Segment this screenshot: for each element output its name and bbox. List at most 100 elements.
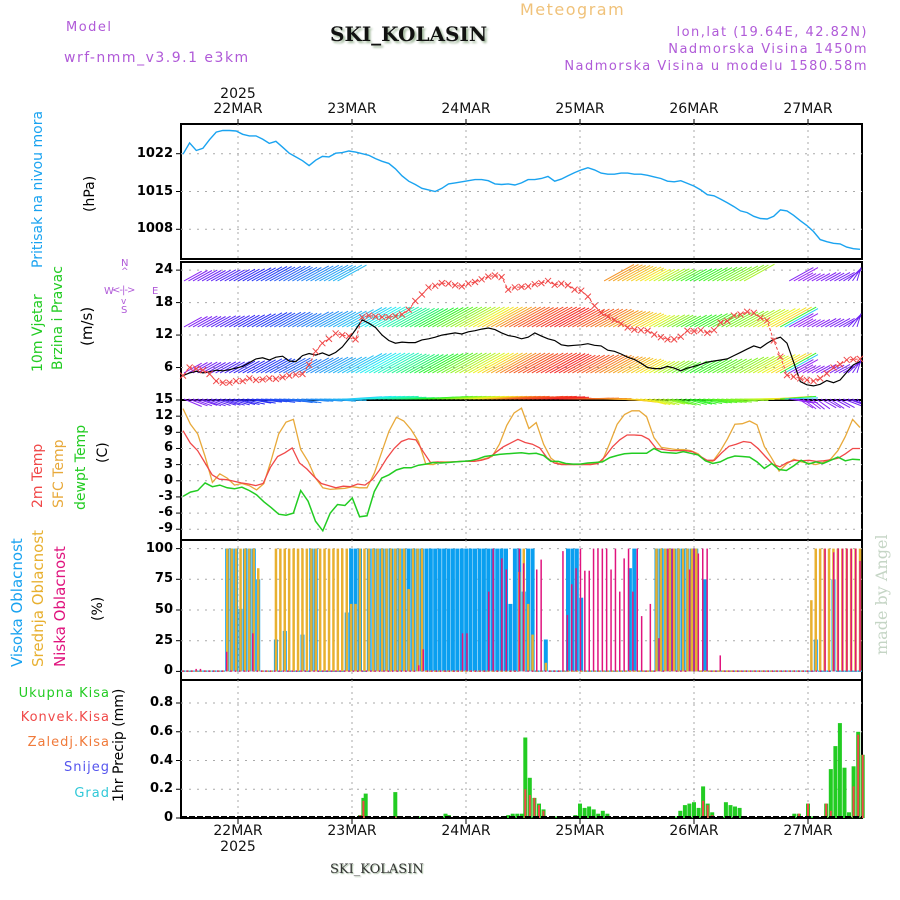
wind-arrow (269, 312, 296, 328)
wind-arrow (712, 398, 738, 404)
mid-cloud-bar (814, 548, 817, 672)
wind-gust-marker (677, 333, 685, 341)
wind-arrow (201, 398, 222, 407)
wind-arrow (269, 398, 296, 403)
mid-cloud-bar (726, 670, 729, 672)
temperature-tick-label: 15 (154, 392, 173, 407)
wind-arrow (721, 266, 747, 282)
wind-arrow (599, 308, 632, 328)
wind-arrow (847, 267, 862, 282)
wind-arrow (472, 352, 510, 374)
wind-gust-marker (451, 281, 459, 289)
wind-gust-marker (830, 364, 837, 371)
wind-gust-marker (584, 293, 592, 300)
wind-arrow (463, 306, 501, 328)
wind-arrow (676, 398, 697, 406)
convective-rain-bar (528, 795, 531, 818)
low-cloud-bar (562, 551, 564, 672)
temperature-tick-label: 12 (154, 408, 173, 424)
wind-gust-marker (591, 302, 598, 310)
high-cloud-bar (543, 639, 548, 672)
mid-cloud-bar (234, 548, 238, 672)
low-cloud-bar (737, 670, 739, 672)
low-cloud-bar (383, 670, 385, 672)
wind-arrow (251, 267, 276, 282)
lonlat-label: lon,lat (19.64E, 42.82N) (676, 25, 868, 40)
wind-arrow (256, 398, 283, 403)
wind-arrow (292, 266, 318, 282)
top-date-label: 22MAR (213, 101, 263, 117)
total-rain-bar (506, 815, 511, 818)
wind-arrow (210, 315, 231, 328)
low-cloud-bar (474, 670, 477, 672)
wind-arrow (423, 307, 459, 328)
wind-arrow (278, 357, 306, 374)
wind-arrow (658, 268, 680, 282)
low-cloud-bar (667, 548, 669, 672)
wind-gust-marker (279, 373, 286, 381)
wind-arrow (545, 353, 581, 374)
precip-tick-label: 0.2 (149, 781, 173, 797)
mid-cloud-bar (292, 548, 295, 672)
wind-arrow (350, 353, 387, 374)
wind-arrow (314, 311, 343, 328)
legend-freezing-rain: Zaledj.Kisa (27, 735, 110, 750)
mid-cloud-bar (257, 568, 260, 672)
low-cloud-bar (588, 570, 590, 672)
low-cloud-bar (846, 548, 848, 672)
wind-arrow (305, 265, 334, 282)
mid-cloud-bar (712, 670, 716, 672)
wind-arrow (689, 360, 713, 374)
mid-cloud-bar (597, 670, 601, 672)
wind-arrow (635, 312, 662, 328)
mid-cloud-bar (345, 548, 348, 672)
compass-icon: N ^ W <-|-> E v S (104, 258, 164, 328)
wind-arrow (459, 352, 496, 374)
wind-arrow (761, 354, 796, 374)
low-cloud-bar (274, 670, 276, 672)
wind-arrow (802, 319, 817, 328)
low-cloud-bar (553, 670, 555, 672)
wind-arrow (621, 265, 651, 282)
cloud-tick-label: 25 (154, 632, 173, 648)
wind-arrow (450, 352, 487, 374)
wind-gust-marker (365, 312, 373, 319)
wind-arrow (608, 264, 639, 282)
mid-cloud-bar (420, 548, 424, 672)
mid-cloud-bar (416, 548, 419, 672)
wind-gust-marker (232, 377, 240, 385)
wind-arrow (662, 398, 686, 405)
low-cloud-bar (335, 670, 337, 672)
low-cloud-bar (605, 548, 608, 672)
wind-arrow (224, 398, 245, 406)
low-cloud-bar (514, 670, 516, 672)
pressure-tick-label: 1008 (136, 221, 173, 237)
low-cloud-bar (509, 670, 512, 672)
wind-arrow (784, 308, 819, 328)
wind-arrow (617, 265, 646, 282)
mid-cloud-bar (274, 548, 278, 672)
wind-gust-marker (246, 374, 253, 382)
wind-arrow (770, 353, 807, 374)
mid-cloud-bar (239, 548, 242, 672)
high-cloud-bar (530, 548, 535, 672)
total-rain-bar (393, 792, 398, 818)
wind-arrow (382, 306, 419, 328)
wind-gust-marker (358, 313, 366, 321)
low-cloud-bar (640, 616, 643, 672)
wind-arrow (734, 264, 765, 282)
wind-gust-marker (531, 280, 539, 288)
wind-arrow (685, 314, 707, 328)
wind-arrow (337, 264, 367, 282)
precip-tick-label: 0 (163, 810, 173, 825)
low-cloud-bar (470, 670, 472, 672)
low-cloud-bar (693, 548, 695, 672)
wind-arrow (653, 314, 676, 328)
wind-arrow (237, 314, 260, 328)
total-rain-bar (842, 767, 847, 818)
mid-cloud-bar (633, 670, 636, 672)
wind-gust-marker (378, 313, 386, 321)
wind-arrow (721, 312, 747, 328)
wind-gust-marker (325, 335, 333, 343)
wind-arrow (811, 365, 825, 374)
